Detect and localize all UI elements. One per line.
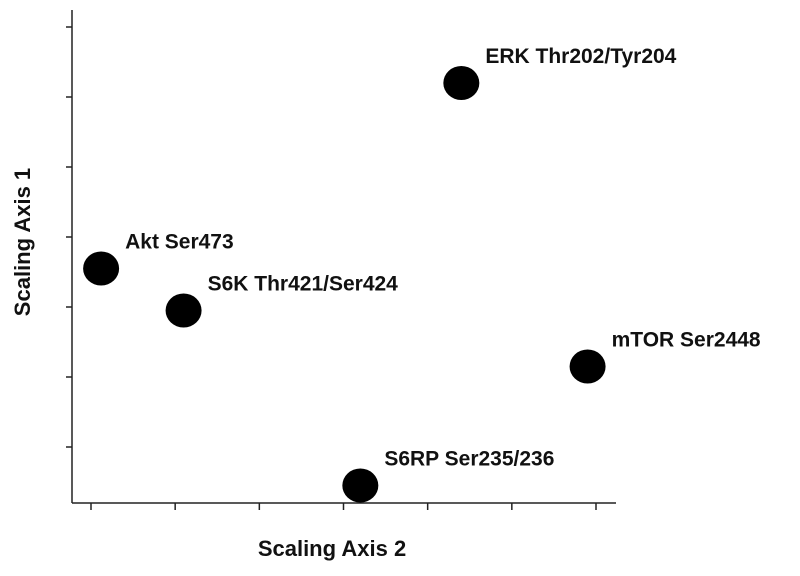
data-point-2 <box>165 293 202 328</box>
point-label-3: mTOR Ser2448 <box>612 329 761 352</box>
point-labels: ERK Thr202/Tyr204 Akt Ser473 S6K Thr421/Se… <box>125 45 761 471</box>
point-label-0: ERK Thr202/Tyr204 <box>485 45 676 68</box>
data-point-4 <box>342 468 379 503</box>
axes <box>66 10 616 510</box>
data-point-0 <box>443 66 480 100</box>
data-point-1 <box>83 251 120 286</box>
data-point-3 <box>569 349 606 384</box>
data-points <box>83 66 606 503</box>
point-label-2: S6K Thr421/Ser424 <box>208 273 399 296</box>
x-axis-label: Scaling Axis 2 <box>258 536 406 561</box>
y-axis-label: Scaling Axis 1 <box>10 168 35 316</box>
point-label-4: S6RP Ser235/236 <box>384 448 554 471</box>
point-label-1: Akt Ser473 <box>125 231 234 254</box>
